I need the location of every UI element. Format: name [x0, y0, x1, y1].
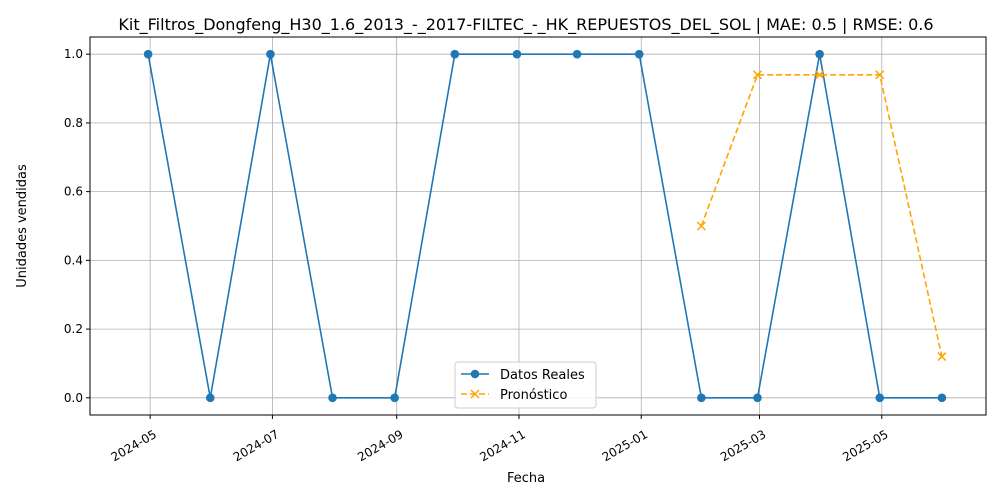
x-tick-label: 2024-07 — [231, 427, 281, 464]
y-axis-ticks: 0.0 0.2 0.4 0.6 0.8 1.0 — [64, 47, 90, 405]
series-1 — [696, 70, 947, 362]
data-point — [815, 70, 825, 80]
data-point — [572, 49, 582, 59]
x-tick-label: 2025-05 — [840, 427, 890, 464]
y-tick-label: 0.6 — [64, 185, 83, 199]
x-tick-label: 2025-01 — [600, 427, 650, 464]
data-point — [266, 49, 275, 59]
y-tick-label: 0.0 — [64, 391, 83, 405]
grid-lines — [90, 37, 986, 415]
legend-frame — [454, 361, 597, 409]
legend-label: Pronóstico — [500, 388, 567, 403]
x-tick-label: 2024-05 — [109, 427, 159, 464]
data-point — [634, 49, 644, 59]
data-point — [205, 393, 215, 403]
series-layer — [143, 49, 947, 403]
series-line — [700, 74, 943, 357]
data-point — [696, 221, 706, 231]
y-tick-label: 0.8 — [64, 116, 83, 130]
data-point — [752, 70, 763, 80]
data-point — [937, 393, 947, 403]
data-point — [390, 393, 399, 403]
y-axis-label: Unidades vendidas — [15, 164, 30, 288]
data-point — [697, 393, 706, 403]
data-point — [512, 49, 522, 59]
y-tick-label: 0.4 — [64, 253, 83, 267]
legend-item: Datos Reales — [461, 368, 585, 383]
x-axis-ticks: 2024-05 2024-07 2024-09 2024-11 2025-01 2025-… — [109, 415, 891, 464]
chart-title: Kit_Filtros_Dongfeng_H30_1.6_2013_-_2017… — [118, 15, 933, 35]
legend-label: Datos Reales — [500, 368, 585, 383]
y-tick-label: 0.2 — [64, 322, 83, 336]
y-tick-label: 1.0 — [64, 47, 83, 61]
legend: Datos Reales Pronóstico — [454, 361, 597, 409]
data-point — [753, 393, 762, 403]
x-tick-label: 2024-09 — [355, 427, 405, 464]
legend-marker — [470, 389, 480, 399]
data-point — [328, 393, 337, 403]
data-point — [450, 49, 460, 59]
data-point — [143, 49, 153, 59]
data-point — [815, 49, 824, 59]
x-tick-label: 2025-03 — [718, 427, 768, 464]
data-point — [875, 70, 885, 80]
data-point — [875, 393, 885, 403]
legend-item: Pronóstico — [461, 388, 567, 403]
series-0 — [143, 49, 947, 403]
legend-marker — [470, 369, 480, 379]
data-point — [937, 352, 947, 362]
plot-area-frame — [89, 36, 987, 416]
x-tick-label: 2024-11 — [477, 427, 527, 464]
x-axis-label: Fecha — [507, 471, 545, 486]
series-line — [147, 53, 942, 399]
